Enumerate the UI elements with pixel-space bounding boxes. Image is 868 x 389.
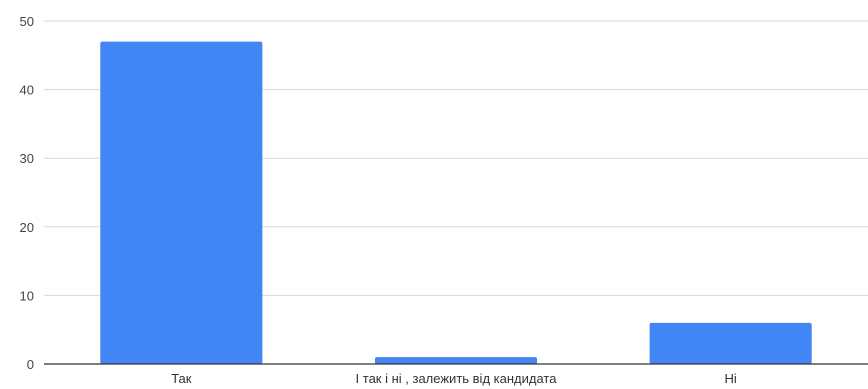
bar-2 [649,322,812,364]
y-axis-tick-labels: 0 10 20 30 40 50 [20,14,34,372]
y-tick-label: 50 [20,14,34,29]
x-axis-category-labels: Так І так і ні , залежить від кандидата Ні [171,371,737,386]
x-category-label: Ні [725,371,737,386]
y-tick-label: 30 [20,151,34,166]
x-category-label: Так [171,371,192,386]
y-tick-label: 10 [20,288,34,303]
y-tick-label: 0 [27,357,34,372]
bar-1 [374,357,538,364]
bars [100,41,812,364]
bar-0 [100,41,263,364]
y-tick-label: 40 [20,83,34,98]
x-category-label: І так і ні , залежить від кандидата [356,371,558,386]
y-tick-label: 20 [20,220,34,235]
